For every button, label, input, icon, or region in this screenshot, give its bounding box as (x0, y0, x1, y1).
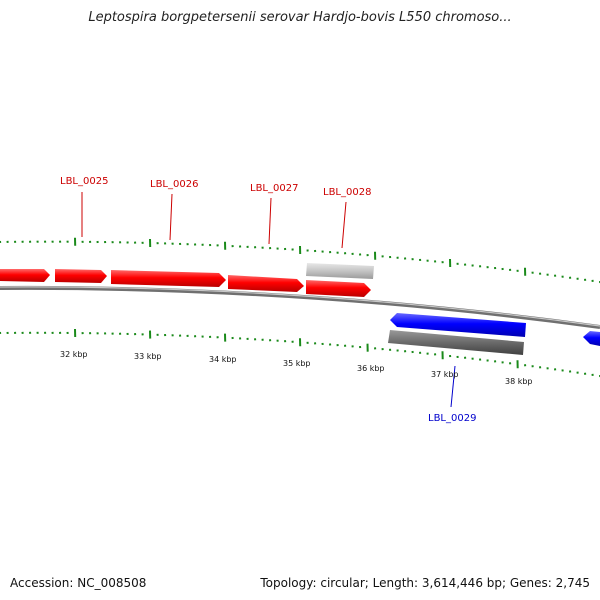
gene-arrow-lbl-0027[interactable] (228, 275, 304, 292)
inner-tick-ring (0, 328, 600, 378)
reverse-strand-genes (388, 313, 600, 355)
gene-block-lbl-0028[interactable] (306, 263, 374, 279)
gene-arrow-forward[interactable] (0, 269, 50, 282)
genome-stats-text: Topology: circular; Length: 3,614,446 bp… (260, 576, 590, 590)
gene-arrow-lbl-0025[interactable] (55, 269, 107, 283)
map-title: Leptospira borgpetersenii serovar Hardjo… (88, 10, 512, 25)
gene-arrow-lbl-0029[interactable] (390, 313, 526, 337)
gene-label[interactable]: LBL_0025 (60, 176, 108, 187)
gene-label-leaders (81, 192, 456, 408)
tick-label: 36 kbp (357, 364, 385, 373)
tick-label: 38 kbp (505, 377, 533, 386)
gene-label[interactable]: LBL_0029 (428, 413, 476, 424)
tick-label: 32 kbp (60, 350, 88, 359)
gene-label[interactable]: LBL_0027 (250, 183, 298, 194)
outer-tick-ring (0, 237, 600, 284)
tick-label: 33 kbp (134, 352, 162, 361)
gene-arrow-lbl-0028[interactable] (306, 280, 371, 297)
tick-label: 34 kbp (209, 355, 237, 364)
tick-labels: 32 kbp 33 kbp 34 kbp 35 kbp 36 kbp 37 kb… (60, 350, 533, 386)
gene-block-lbl-0029[interactable] (388, 330, 524, 355)
gene-arrow-reverse[interactable] (583, 331, 600, 346)
forward-strand-genes (0, 263, 374, 297)
tick-label: 35 kbp (283, 359, 311, 368)
gene-labels: LBL_0025 LBL_0026 LBL_0027 LBL_0028 LBL_… (60, 176, 476, 424)
gene-label[interactable]: LBL_0028 (323, 187, 371, 198)
accession-text: Accession: NC_008508 (10, 576, 147, 590)
backbone-arc (0, 285, 600, 329)
gene-arrow-lbl-0026[interactable] (111, 270, 226, 287)
tick-label: 37 kbp (431, 370, 459, 379)
gene-label[interactable]: LBL_0026 (150, 179, 198, 190)
